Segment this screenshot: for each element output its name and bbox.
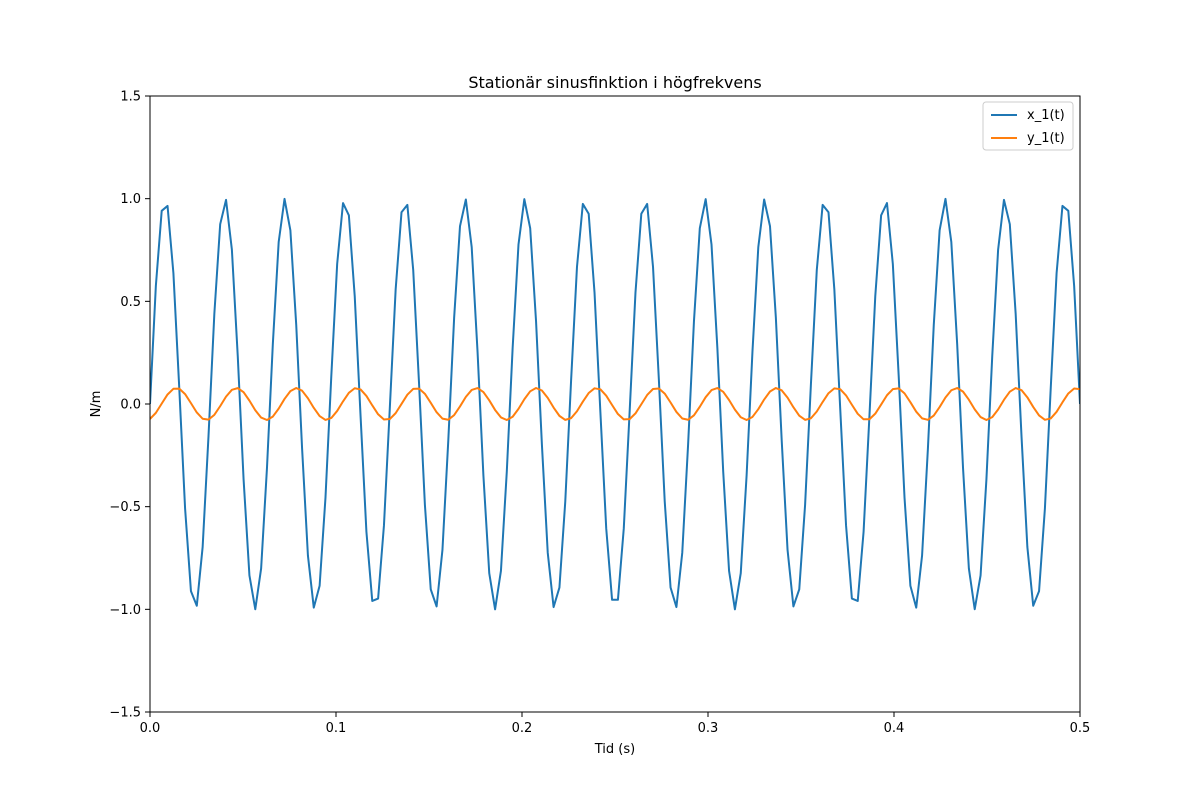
legend-label-y1: y_1(t) [1027,131,1065,146]
x-axis-label: Tid (s) [594,742,635,757]
legend-label-x1: x_1(t) [1027,108,1065,123]
legend: x_1(t) y_1(t) [982,101,1074,151]
x-tick-label: 0.3 [698,721,719,736]
plot-background [150,96,1080,712]
x-tick-label: 0.4 [884,721,905,736]
y-tick-label: −0.5 [109,500,141,515]
chart-title: Stationär sinusfinktion i högfrekvens [468,73,761,92]
series-line-x1t [150,197,1080,611]
x-tick-label: 0.2 [512,721,533,736]
x-tick-label: 0.0 [140,721,161,736]
x-axis-ticks: 0.0 0.1 0.2 0.3 0.4 0.5 [140,712,1091,736]
y-tick-label: 1.0 [120,192,141,207]
y-tick-label: 0.5 [120,295,141,310]
plot-area [149,95,1081,713]
y-tick-label: −1.0 [109,603,141,618]
y-axis-ticks: −1.5 −1.0 −0.5 0.0 0.5 1.0 1.5 [109,90,150,721]
y-axis-label: N/m [89,391,104,418]
y-tick-label: −1.5 [109,706,141,721]
x-tick-label: 0.1 [326,721,347,736]
series-line-y1t [150,386,1080,422]
x-tick-label: 0.5 [1070,721,1091,736]
y-tick-label: 1.5 [120,90,141,105]
y-tick-label: 0.0 [120,398,141,413]
